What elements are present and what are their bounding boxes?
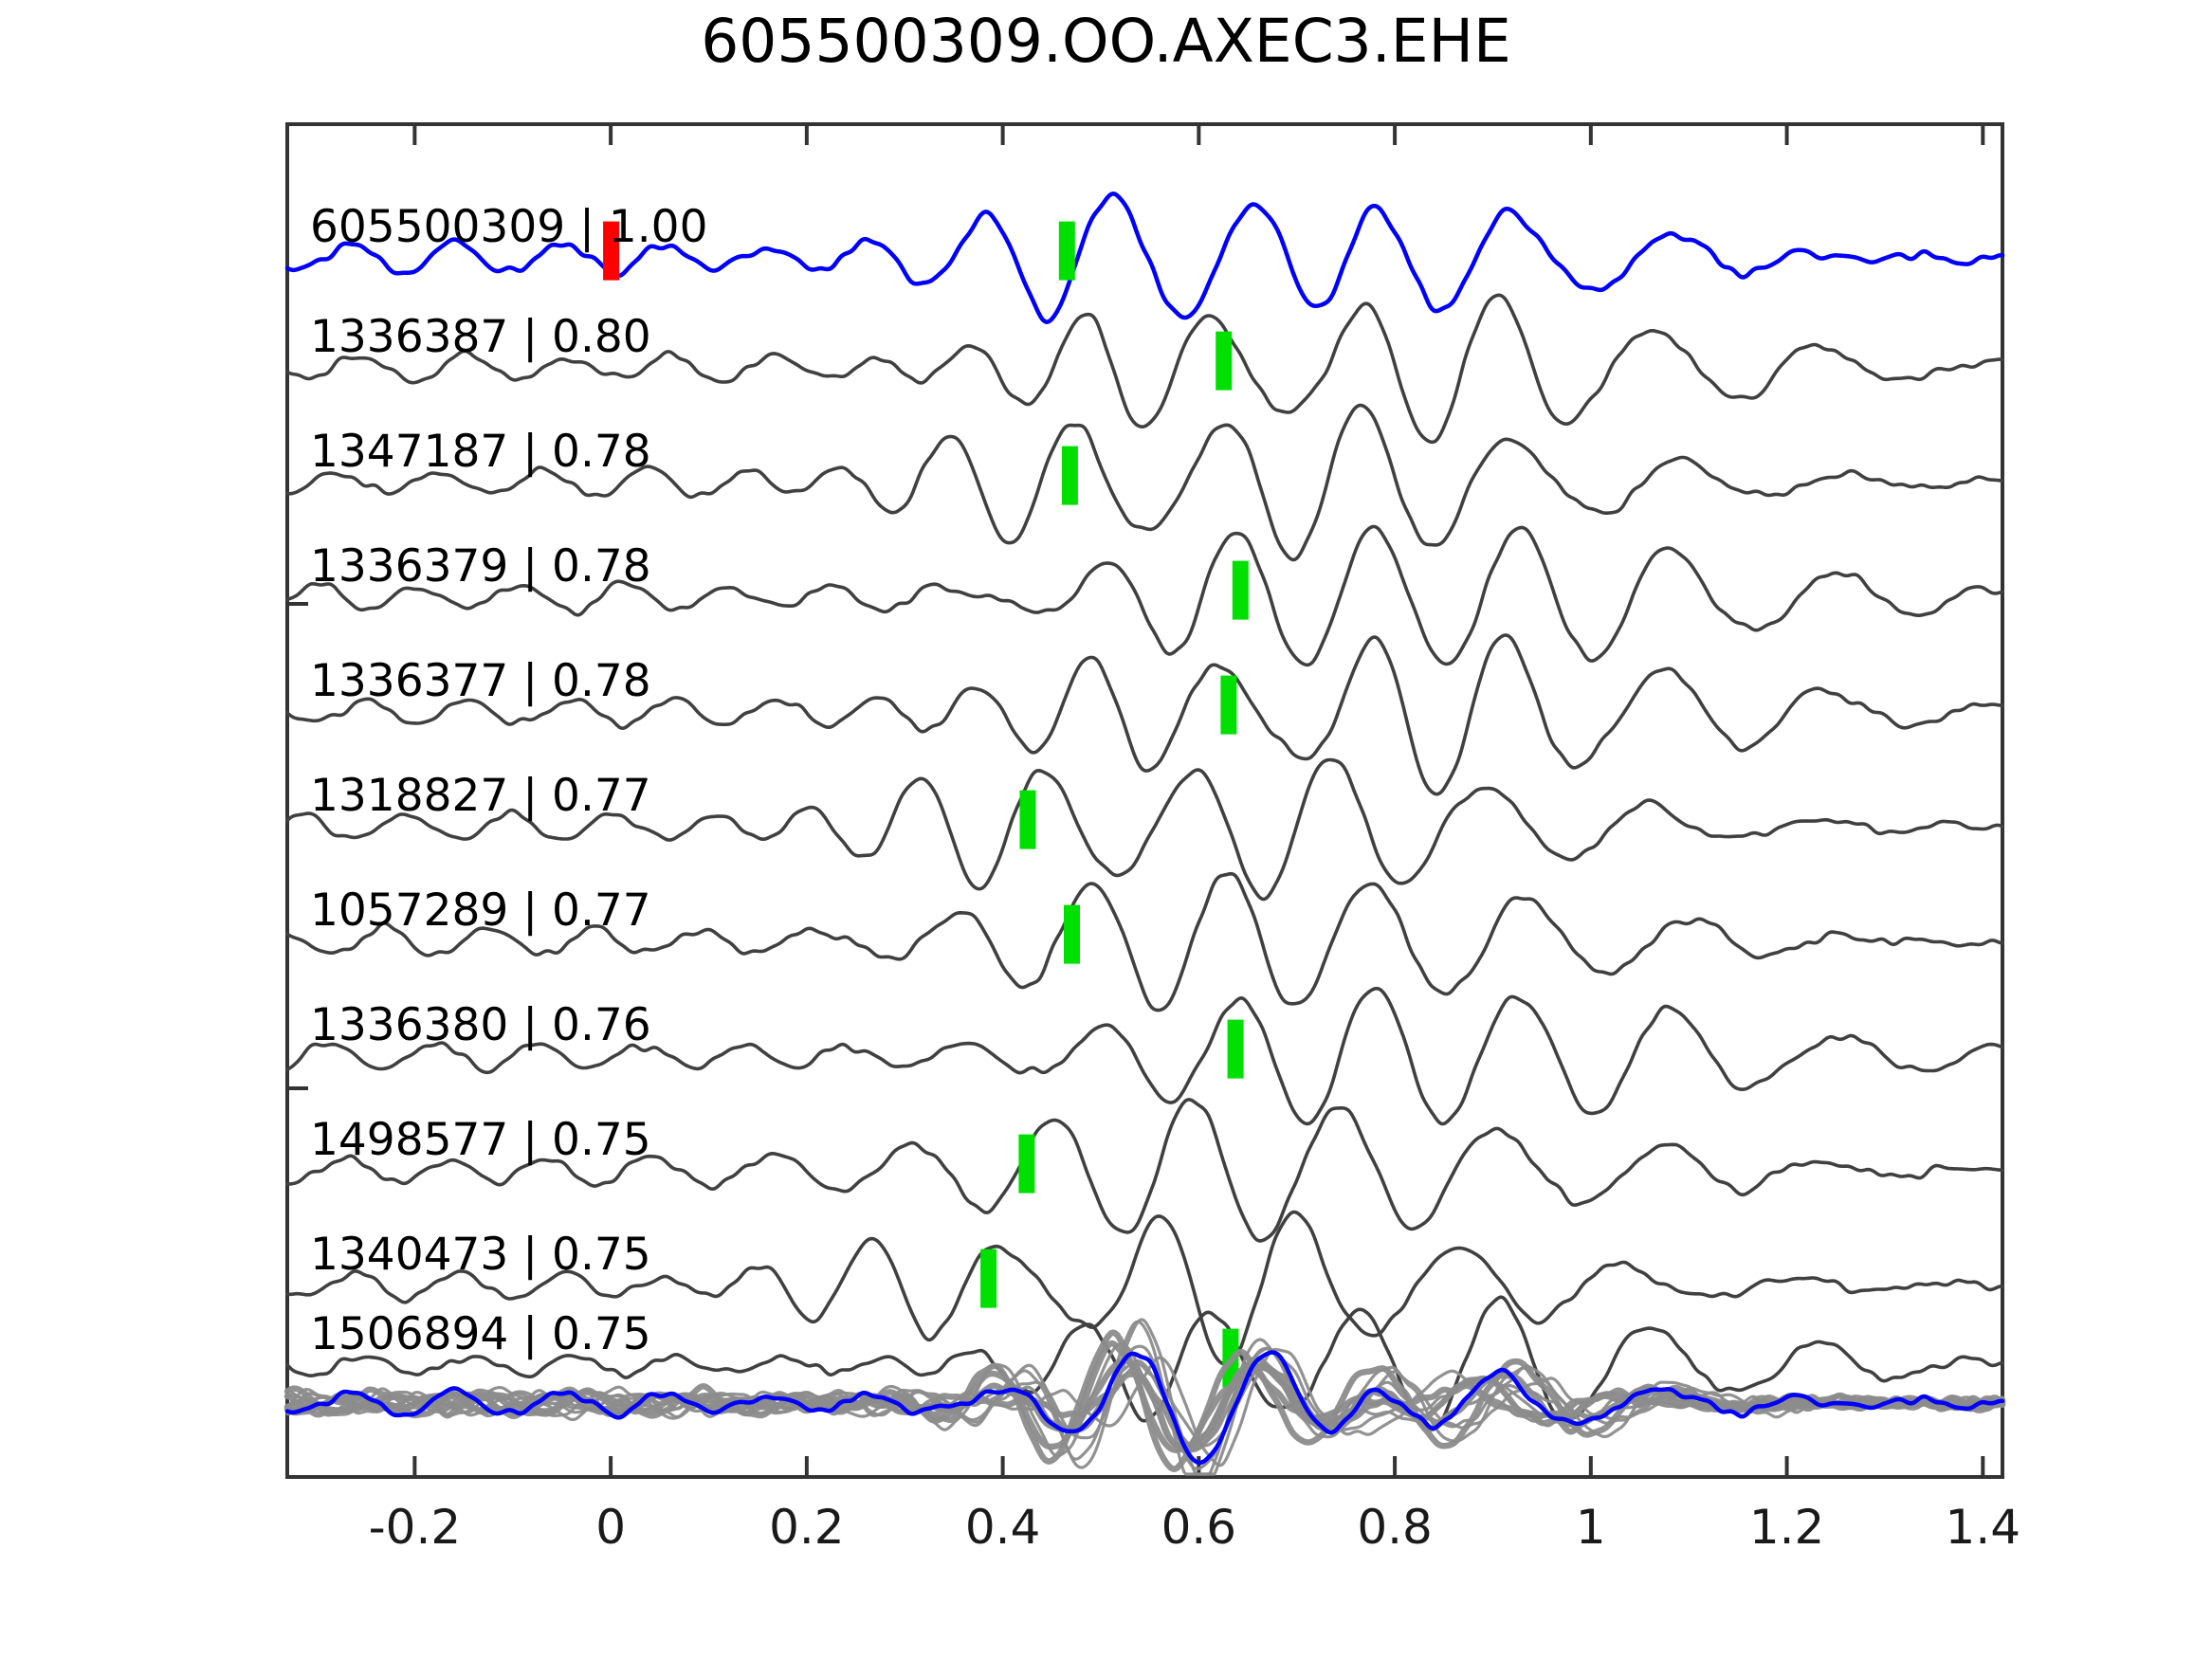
trace-row-label: 1336380 | 0.76: [310, 999, 651, 1051]
trace-row-label: 1506894 | 0.75: [310, 1308, 651, 1360]
waveform-trace: [285, 871, 2004, 1012]
pick-marker-detection: [1064, 904, 1080, 964]
trace-row-label: 1336387 | 0.80: [310, 311, 651, 363]
figure-title: 605500309.OO.AXEC3.EHE: [701, 7, 1511, 76]
waveform-trace: [285, 1098, 2004, 1243]
waveform-trace: [285, 633, 2004, 796]
waveform-trace: [284, 191, 2005, 324]
pick-marker-detection: [1216, 331, 1233, 391]
overlay-trace: [285, 1362, 2004, 1448]
x-tick-label: 0.4: [964, 1500, 1041, 1555]
trace-row-label: 1318827 | 0.77: [310, 770, 651, 822]
trace-rows: [284, 191, 2005, 1431]
pick-marker-detection: [1058, 221, 1075, 281]
waveform-trace: [285, 757, 2004, 902]
x-tick-label: -0.2: [368, 1500, 462, 1555]
pick-marker-template: [603, 221, 620, 281]
trace-row-label: 1336377 | 0.78: [310, 655, 651, 707]
x-tick-label: 0: [595, 1500, 627, 1555]
waveform-trace: [285, 1210, 2004, 1366]
x-tick-label: 1.2: [1748, 1500, 1825, 1555]
pick-marker-detection: [1227, 1019, 1244, 1079]
x-tick-label: 0.2: [769, 1500, 845, 1555]
trace-row-label: 605500309 | 1.00: [310, 201, 708, 253]
pick-marker-detection: [1061, 446, 1078, 505]
waveform-trace: [285, 293, 2004, 445]
pick-marker-detection: [1232, 560, 1249, 620]
waveform-trace: [285, 403, 2004, 562]
pick-marker-detection: [1019, 790, 1036, 849]
waveform-trace: [285, 1295, 2004, 1431]
waveform-trace: [285, 524, 2004, 667]
waveform-trace: [285, 986, 2004, 1126]
trace-row-label: 1347187 | 0.78: [310, 426, 651, 478]
trace-row-label: 1057289 | 0.77: [310, 884, 651, 937]
pick-marker-detection: [1018, 1134, 1035, 1194]
x-tick-label: 0.8: [1357, 1500, 1433, 1555]
x-tick-label: 0.6: [1161, 1500, 1237, 1555]
aligned-overlay-panel: [283, 1318, 2006, 1476]
plot-frame: [285, 122, 2004, 1479]
overlay-trace: [283, 1329, 2006, 1472]
x-tick-label: 1.4: [1945, 1500, 2021, 1555]
trace-row-label: 1336379 | 0.78: [310, 540, 651, 592]
trace-row-label: 1340473 | 0.75: [310, 1229, 651, 1281]
overlay-template-trace: [284, 1350, 2005, 1466]
trace-row-label: 1498577 | 0.75: [310, 1114, 651, 1166]
x-tick-label: 1: [1575, 1500, 1606, 1555]
pick-marker-detection: [980, 1249, 997, 1308]
pick-marker-detection: [1220, 675, 1237, 735]
